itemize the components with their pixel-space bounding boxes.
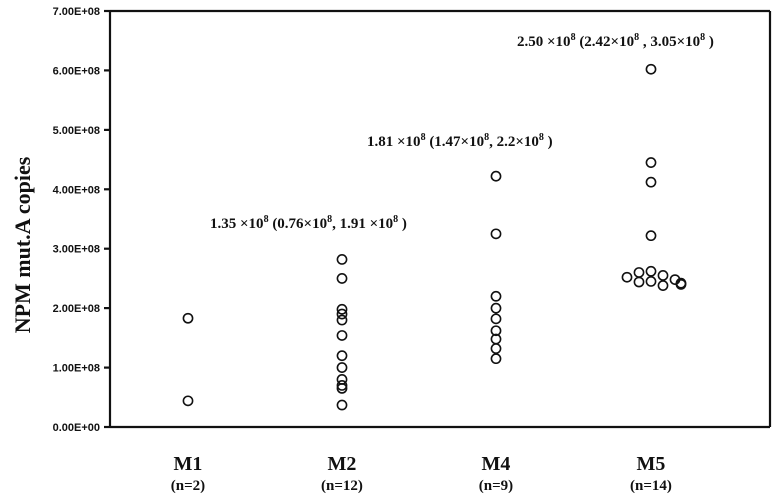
data-point-m5 (675, 278, 687, 290)
annotation-m4: 1.81 ×108 (1.47×108, 2.2×108 ) (367, 132, 553, 150)
y-axis: 0.00E+00 1.00E+08 2.00E+08 3.00E+08 4.00… (53, 6, 110, 434)
category-label-m2: M2 (328, 453, 357, 475)
data-point-m5 (633, 267, 645, 278)
y-tick-label: 4.00E+08 (53, 184, 100, 196)
data-point-m1 (182, 312, 194, 324)
data-point-m2 (336, 379, 348, 391)
data-point-m5 (645, 63, 657, 75)
data-point-m4 (490, 325, 502, 337)
category-count-m5: (n=14) (630, 478, 672, 494)
y-tick: 6.00E+08 (53, 65, 110, 77)
y-tick-label: 1.00E+08 (53, 363, 100, 375)
y-tick: 4.00E+08 (53, 184, 110, 196)
data-point-m1 (182, 395, 194, 407)
data-point-m4 (490, 228, 502, 240)
data-point-m2 (336, 399, 348, 411)
data-point-m5 (645, 157, 657, 168)
data-point-m5 (657, 280, 669, 291)
data-point-m2 (336, 308, 348, 320)
x-axis-categories: M1 (n=2) M2 (n=12) M4 (n=9) M5 (n=14) (171, 453, 672, 494)
y-tick-label: 6.00E+08 (53, 65, 100, 77)
annotation-m2: 1.35 ×108 (0.76×108, 1.91 ×108 ) (210, 214, 407, 232)
data-point-m4 (490, 343, 502, 354)
data-point-m2 (336, 314, 348, 326)
y-tick: 2.00E+08 (53, 303, 110, 315)
y-tick: 3.00E+08 (53, 244, 110, 256)
data-point-m2 (336, 362, 348, 373)
data-point-m2 (336, 254, 348, 265)
y-tick-label: 2.00E+08 (53, 303, 100, 315)
y-axis-title: NPM mut.A copies (10, 156, 35, 333)
data-point-m4 (490, 313, 502, 325)
y-tick: 0.00E+00 (53, 422, 110, 434)
plot-frame (108, 9, 772, 429)
category-count-m2: (n=12) (321, 478, 363, 494)
data-point-m5 (645, 275, 657, 287)
data-point-m5 (621, 271, 633, 283)
data-point-m2 (336, 350, 348, 362)
category-count-m1: (n=2) (171, 478, 205, 494)
data-point-m4 (490, 353, 502, 365)
data-point-m5 (645, 176, 657, 188)
data-point-m4 (490, 170, 502, 182)
data-point-m5 (645, 230, 657, 242)
category-label-m1: M1 (174, 453, 203, 475)
data-point-m2 (336, 382, 348, 394)
data-point-m4 (490, 302, 502, 314)
data-point-m4 (490, 290, 502, 302)
y-tick-label: 0.00E+00 (53, 422, 100, 434)
y-tick: 1.00E+08 (53, 363, 110, 375)
data-point-m2 (336, 330, 348, 341)
data-points (182, 63, 687, 411)
data-point-m5 (633, 276, 645, 288)
y-tick-label: 3.00E+08 (53, 244, 100, 256)
category-count-m4: (n=9) (479, 478, 513, 494)
data-point-m5 (645, 265, 657, 277)
data-point-m5 (657, 270, 669, 281)
data-point-m2 (336, 273, 348, 284)
y-tick: 7.00E+08 (53, 6, 110, 18)
y-tick-label: 5.00E+08 (53, 125, 100, 137)
y-tick: 5.00E+08 (53, 125, 110, 137)
category-label-m4: M4 (482, 453, 511, 475)
data-point-m2 (336, 303, 348, 315)
category-label-m5: M5 (637, 453, 666, 475)
annotation-m5: 2.50 ×108 (2.42×108 , 3.05×108 ) (517, 32, 714, 50)
y-tick-label: 7.00E+08 (53, 6, 100, 18)
